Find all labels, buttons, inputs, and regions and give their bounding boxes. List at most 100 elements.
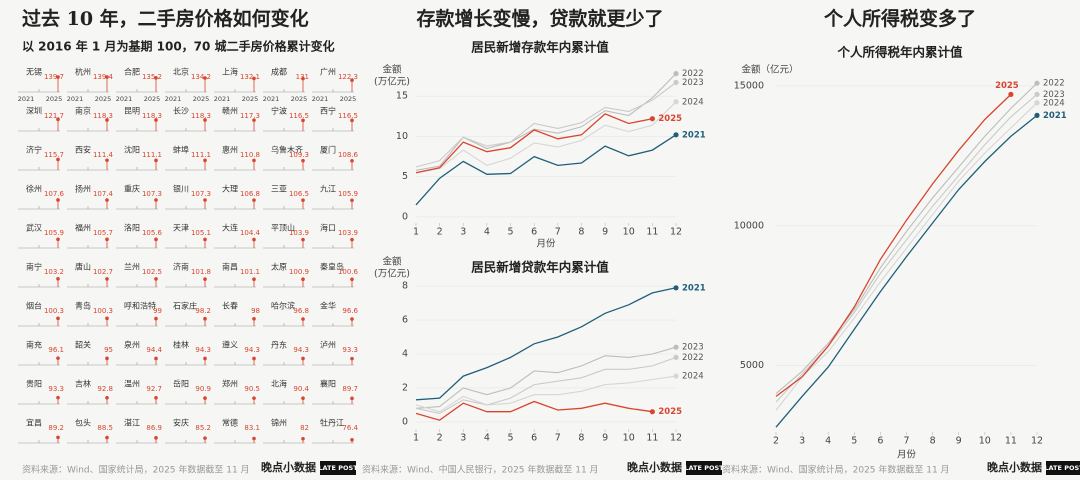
price-dot (252, 76, 256, 81)
price-dot (56, 356, 60, 360)
brand-logo: LATE POST (684, 464, 724, 472)
x-tick-label: 6 (531, 227, 537, 238)
price-dot (105, 356, 109, 361)
price-dot (154, 316, 158, 321)
price-label: 111.1 (142, 151, 162, 159)
city-name: 南京 (75, 106, 91, 116)
city-name: 呼和浩特 (124, 301, 156, 311)
city-name: 烟台 (26, 301, 42, 311)
end-dot (673, 354, 679, 360)
price-dot (252, 237, 256, 242)
x-tick-label: 5 (851, 436, 857, 447)
price-dot (105, 75, 109, 79)
price-label: 111.1 (191, 151, 211, 159)
x-tick-label: 8 (578, 433, 584, 444)
price-label: 94.4 (146, 346, 162, 354)
price-label: 107.3 (142, 190, 162, 198)
price-label: 93.3 (342, 346, 358, 354)
city-name: 宁波 (271, 106, 287, 116)
city-name: 泉州 (124, 340, 140, 350)
price-dot (56, 157, 60, 162)
series-label: 2022 (682, 353, 704, 363)
price-label: 105.9 (338, 190, 358, 198)
brand-name: 晚点小数据 (627, 460, 682, 474)
price-dot (56, 435, 60, 440)
series-label: 2024 (682, 97, 704, 107)
end-dot (673, 285, 679, 291)
price-label: 107.6 (44, 190, 65, 198)
price-label: 82 (300, 424, 309, 432)
price-dot (154, 158, 158, 163)
price-dot (252, 356, 256, 361)
price-label: 118.3 (93, 112, 113, 120)
city-name: 宜昌 (26, 418, 42, 428)
price-label: 115.7 (44, 151, 64, 159)
price-dot (56, 316, 60, 321)
end-dot (673, 71, 679, 77)
city-name: 桂林 (173, 340, 189, 350)
city-name: 无锡 (26, 68, 42, 77)
city-name: 合肥 (124, 67, 140, 77)
city-name: 锦州 (271, 418, 287, 428)
price-label: 92.8 (97, 385, 113, 393)
price-dot (252, 436, 256, 441)
series-line (775, 93, 1012, 397)
price-label: 98 (251, 307, 260, 315)
cell-year: 2021 (312, 95, 329, 103)
price-dot (350, 277, 354, 282)
city-name: 长春 (222, 301, 238, 311)
city-name: 温州 (124, 380, 140, 389)
price-dot (252, 396, 256, 400)
city-name: 安庆 (173, 418, 189, 428)
price-label: 103.9 (289, 229, 309, 237)
chart-title: 居民新增存款年内累计值 (471, 40, 609, 55)
price-label: 95 (104, 346, 113, 354)
price-label: 100.3 (93, 307, 113, 315)
x-tick-label: 4 (484, 433, 490, 444)
price-dot (350, 237, 354, 242)
price-label: 99 (153, 307, 162, 315)
series-label: 2023 (682, 78, 704, 88)
city-name: 太原 (271, 262, 287, 272)
x-tick-label: 5 (508, 227, 514, 238)
price-label: 103.9 (338, 229, 358, 237)
price-label: 92.7 (146, 385, 162, 393)
y-axis-unit: (万亿元) (374, 76, 410, 88)
city-name: 扬州 (75, 184, 91, 194)
price-label: 103.2 (44, 268, 64, 276)
series-label: 2025 (658, 407, 682, 417)
price-label: 86.9 (146, 424, 162, 432)
series-line (775, 114, 1038, 428)
price-label: 121.7 (44, 112, 64, 120)
brand-name: 晚点小数据 (987, 460, 1042, 474)
price-label: 96.1 (48, 346, 64, 354)
price-label: 116.5 (289, 112, 309, 120)
series-line (775, 102, 1038, 411)
price-dot (154, 395, 158, 400)
price-dot (203, 76, 207, 80)
price-label: 105.1 (191, 229, 211, 237)
y-axis-label: 金额 (382, 256, 402, 268)
x-tick-label: 7 (555, 227, 561, 238)
price-dot (56, 277, 60, 281)
price-label: 134.2 (191, 73, 211, 81)
series-line (415, 113, 653, 174)
price-label: 109.3 (289, 151, 309, 159)
city-name: 常德 (222, 418, 238, 428)
city-name: 厦门 (320, 145, 336, 155)
price-label: 139.4 (93, 73, 114, 81)
y-tick-label: 5000 (740, 360, 764, 371)
y-axis-unit: (万亿元) (374, 268, 410, 280)
x-tick-label: 3 (460, 433, 466, 444)
price-label: 118.3 (191, 112, 211, 120)
city-name: 济宁 (26, 145, 42, 155)
price-dot (105, 237, 109, 242)
price-dot (203, 237, 207, 242)
city-name: 洛阳 (124, 223, 140, 233)
price-dot (301, 237, 305, 242)
cell-year: 2025 (144, 95, 161, 103)
price-label: 131 (296, 73, 309, 81)
cell-year: 2025 (291, 95, 308, 103)
subtitle: 以 2016 年 1 月为基期 100，70 城二手房价格累计变化 (22, 39, 335, 54)
x-tick-label: 9 (602, 227, 608, 238)
